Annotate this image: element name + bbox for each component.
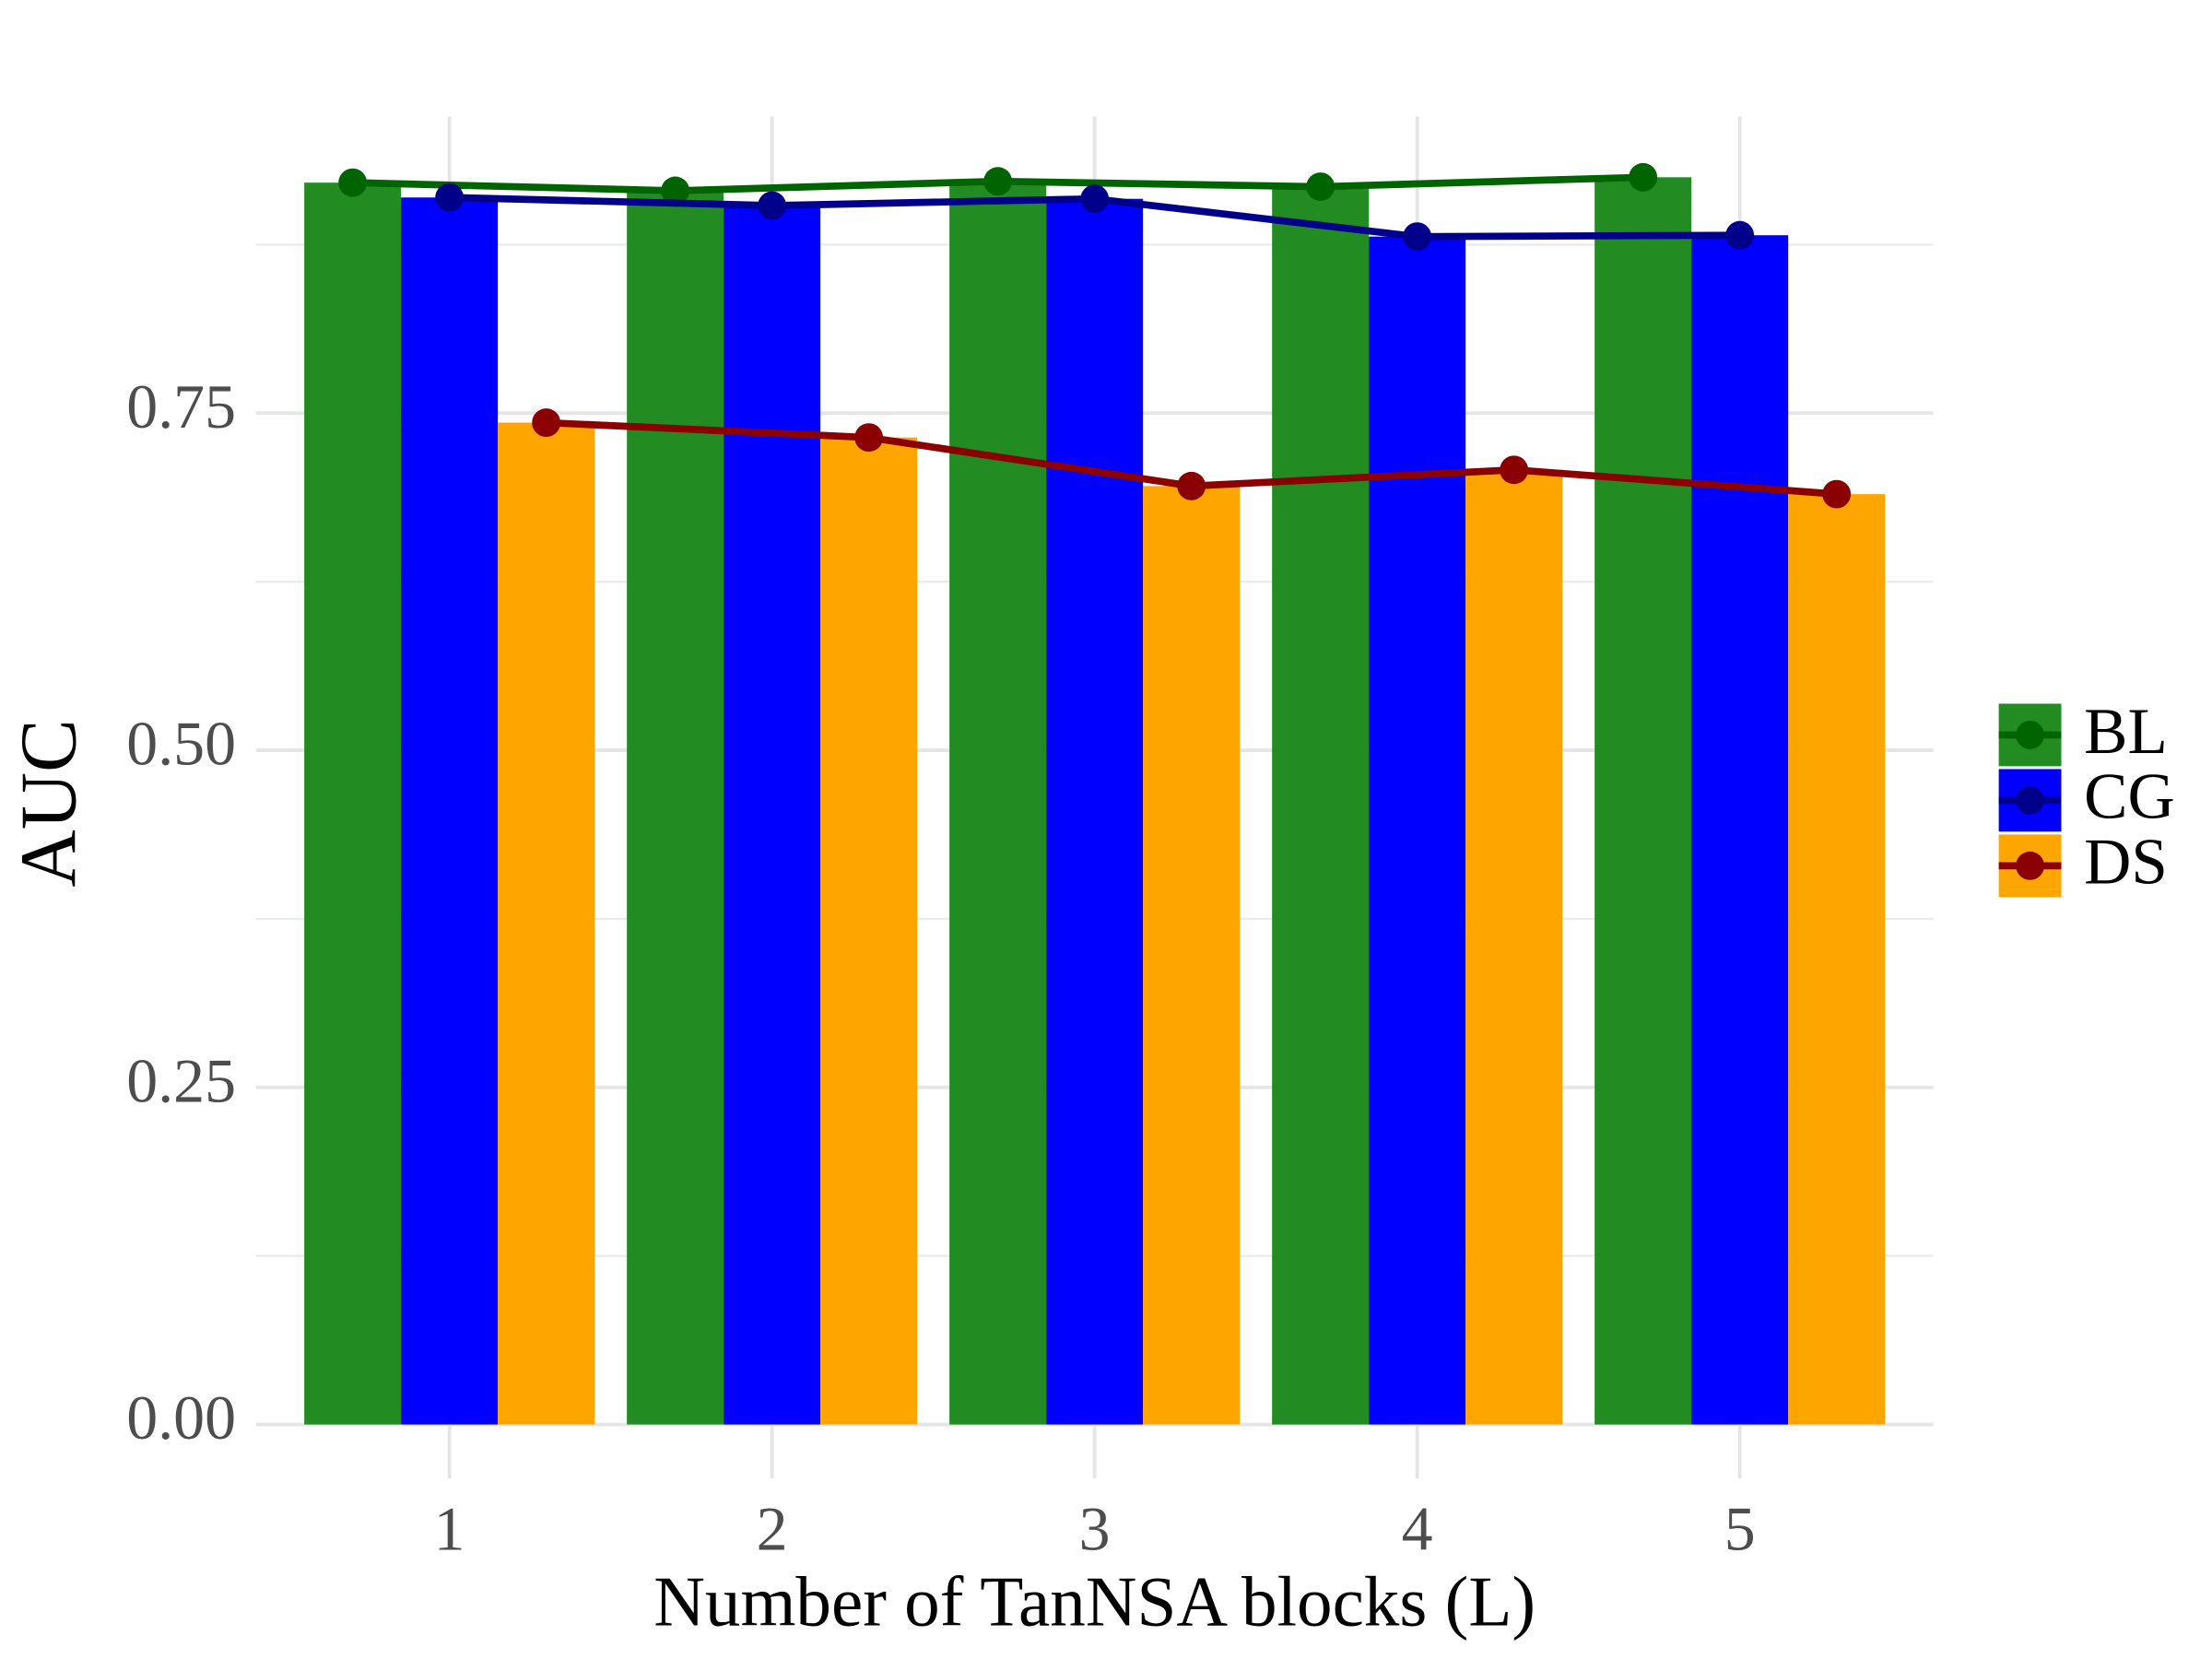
bar xyxy=(498,422,595,1425)
point xyxy=(1725,220,1755,250)
x-tick-label: 3 xyxy=(1079,1494,1111,1563)
bar xyxy=(401,197,499,1425)
legend-point xyxy=(2016,851,2044,880)
legend-label: CG xyxy=(2084,761,2175,833)
x-tick-label: 4 xyxy=(1402,1494,1433,1563)
point xyxy=(435,182,465,212)
x-axis-title: Number of TanNSA blocks (L) xyxy=(653,1562,1535,1641)
point xyxy=(758,191,787,220)
point xyxy=(1500,455,1529,485)
y-axis-title: AUC xyxy=(5,719,93,887)
y-tick-label: 0.25 xyxy=(126,1046,236,1115)
legend-point xyxy=(2016,721,2044,749)
x-tick-label: 2 xyxy=(757,1494,788,1563)
bar xyxy=(1369,236,1466,1425)
point xyxy=(983,167,1013,196)
point xyxy=(661,176,690,206)
y-tick-label: 0.00 xyxy=(126,1383,236,1453)
bar xyxy=(1272,186,1370,1425)
bar xyxy=(820,437,918,1425)
legend-label: BL xyxy=(2084,696,2168,768)
bar xyxy=(1143,486,1241,1425)
bar xyxy=(1465,469,1563,1425)
x-tick-label: 5 xyxy=(1724,1494,1756,1563)
point xyxy=(532,408,561,438)
y-tick-label: 0.75 xyxy=(126,372,236,441)
point xyxy=(338,168,368,197)
bar xyxy=(724,206,821,1425)
bar xyxy=(1046,198,1144,1425)
legend-point xyxy=(2016,785,2044,815)
point xyxy=(1822,479,1852,509)
point xyxy=(1403,222,1432,252)
point xyxy=(1080,184,1110,214)
point xyxy=(854,423,884,453)
legend-label: DS xyxy=(2084,827,2168,899)
bar xyxy=(949,181,1047,1425)
bar xyxy=(627,190,724,1425)
bar xyxy=(1691,235,1789,1425)
x-tick-label: 1 xyxy=(434,1494,465,1563)
point xyxy=(1177,471,1206,500)
bar xyxy=(304,182,402,1425)
bar xyxy=(1788,494,1886,1425)
y-tick-label: 0.50 xyxy=(126,710,236,779)
point xyxy=(1629,162,1658,192)
point xyxy=(1306,172,1335,201)
bar xyxy=(1594,177,1692,1425)
